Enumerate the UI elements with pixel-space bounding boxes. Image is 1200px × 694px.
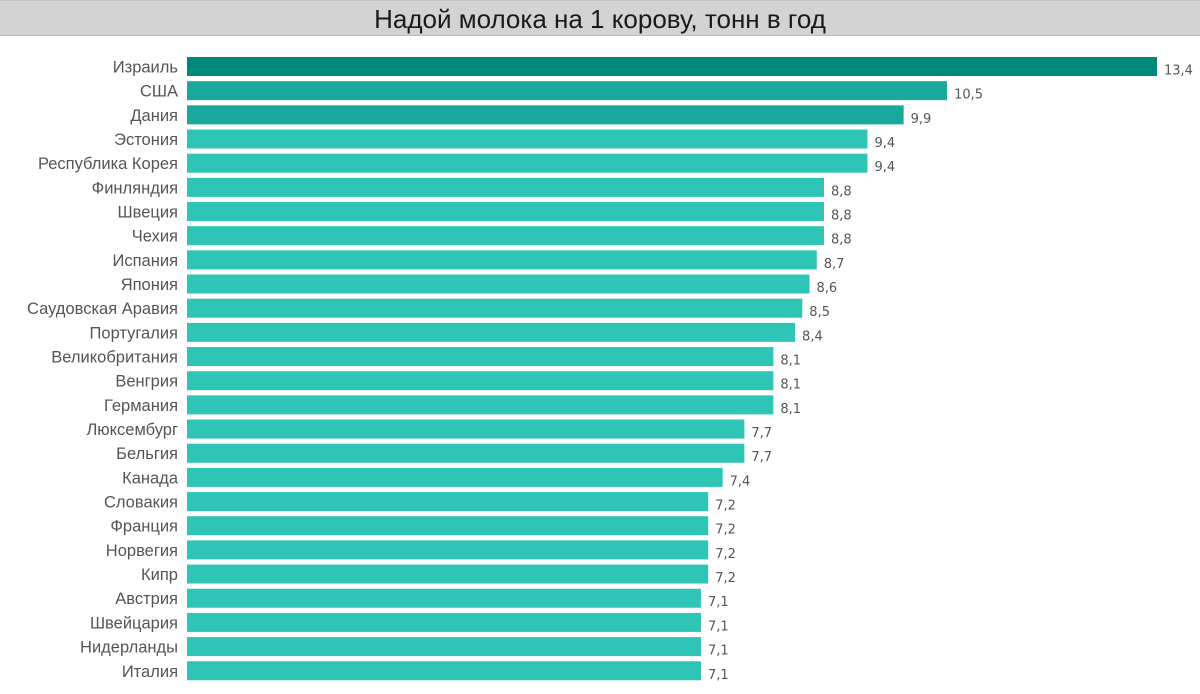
bar [187, 371, 774, 391]
bar [187, 467, 723, 487]
value-label: 8,8 [831, 184, 852, 199]
category-label: Франция [110, 518, 178, 536]
bar [187, 274, 810, 294]
bar [187, 298, 803, 318]
category-label: Норвегия [106, 542, 178, 560]
bar [187, 516, 709, 536]
value-label: 8,1 [780, 402, 801, 417]
bar-chart: Израиль 13,4 США 10,5 Дания 9,9 Эстония 9,4 Респ… [27, 57, 1193, 683]
bar [187, 105, 904, 125]
category-label: Эстония [114, 131, 178, 149]
bar [187, 226, 825, 246]
bar [187, 57, 1157, 76]
category-label: Бельгия [116, 445, 178, 463]
value-label: 8,8 [831, 209, 852, 224]
value-label: 7,1 [708, 644, 729, 659]
value-label: 8,1 [780, 378, 801, 393]
category-label: Италия [122, 663, 178, 681]
value-label: 9,4 [874, 160, 895, 175]
value-label: 7,4 [730, 474, 751, 489]
category-label: Венгрия [115, 373, 178, 391]
bar [187, 443, 745, 463]
bar [187, 322, 796, 342]
category-label: Республика Корея [38, 155, 178, 173]
bar [187, 347, 774, 367]
value-label: 8,6 [817, 281, 838, 296]
category-label: Нидерланды [80, 639, 178, 657]
category-label: Чехия [132, 228, 178, 246]
value-label: 8,7 [824, 257, 845, 272]
category-label: Австрия [115, 590, 178, 608]
value-label: 8,1 [780, 354, 801, 369]
value-label: 7,2 [715, 571, 736, 586]
category-label: США [140, 83, 178, 101]
bar [187, 250, 817, 270]
category-label: Канада [122, 469, 179, 487]
value-label: 7,2 [715, 523, 736, 538]
category-label: Люксембург [86, 421, 178, 439]
category-label: Германия [104, 397, 178, 415]
bar [187, 612, 701, 632]
bar [187, 492, 709, 512]
value-label: 7,7 [751, 450, 772, 465]
category-label: Дания [130, 107, 178, 125]
category-label: Израиль [113, 59, 178, 77]
bar [187, 202, 825, 222]
category-label: Кипр [141, 566, 178, 584]
category-label: Саудовская Аравия [27, 300, 178, 318]
value-label: 8,4 [802, 329, 823, 344]
title-bar [0, 0, 1200, 36]
category-label: Великобритания [51, 349, 178, 367]
value-label: 10,5 [954, 88, 983, 103]
bar [187, 177, 825, 197]
value-label: 8,5 [809, 305, 830, 320]
value-label: 7,2 [715, 547, 736, 562]
bar [187, 540, 709, 560]
category-label: Япония [121, 276, 178, 294]
value-label: 9,9 [911, 112, 932, 127]
value-label: 13,4 [1164, 64, 1193, 79]
category-label: Португалия [90, 324, 178, 342]
category-label: Финляндия [92, 179, 178, 197]
bar [187, 395, 774, 415]
bar [187, 661, 701, 681]
value-label: 7,1 [708, 619, 729, 634]
value-label: 7,2 [715, 499, 736, 514]
category-label: Испания [113, 252, 178, 270]
category-label: Швеция [118, 204, 178, 222]
value-label: 7,1 [708, 595, 729, 610]
bar [187, 81, 948, 101]
bar [187, 153, 868, 173]
bar [187, 419, 745, 439]
chart-title: Надой молока на 1 корову, тонн в год [374, 4, 826, 34]
bar [187, 637, 701, 657]
value-label: 9,4 [874, 136, 895, 151]
category-label: Словакия [104, 494, 178, 512]
bar [187, 129, 868, 149]
value-label: 7,1 [708, 668, 729, 683]
category-label: Швейцария [90, 614, 178, 632]
bar [187, 588, 701, 608]
value-label: 7,7 [751, 426, 772, 441]
bar [187, 564, 709, 584]
value-label: 8,8 [831, 233, 852, 248]
